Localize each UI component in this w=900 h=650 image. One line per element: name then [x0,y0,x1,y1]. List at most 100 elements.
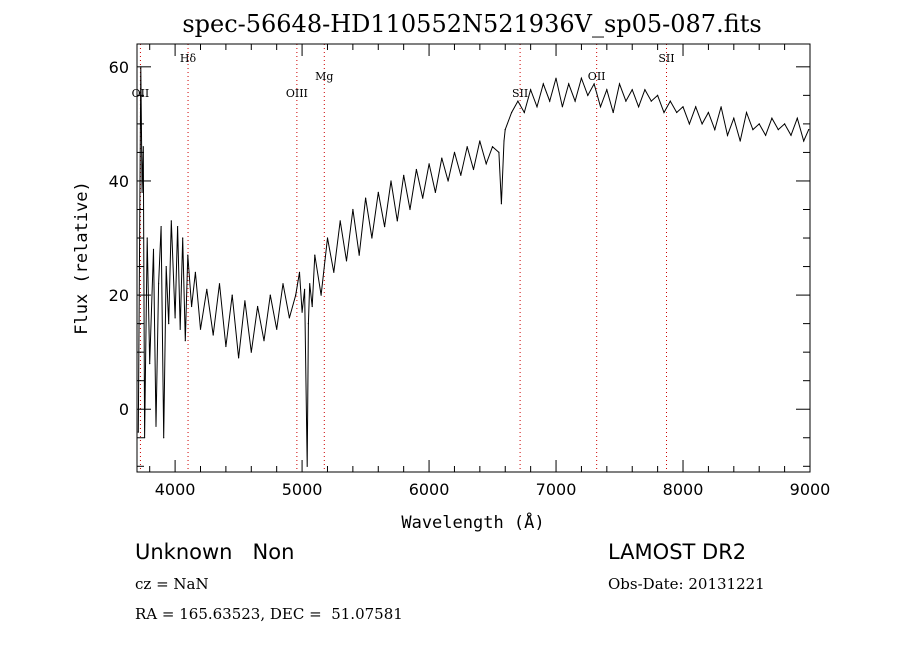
spectrum-point [304,288,306,290]
spectrum-point [758,123,760,125]
spectrum-point [631,89,633,91]
spectrum-point [345,260,348,262]
spectrum-point [311,305,313,308]
spectrum-point [536,106,538,108]
spectrum-point [625,100,627,102]
classification-text: Unknown Non [135,540,295,564]
spectrum-point [288,317,290,319]
spectrum-point [434,191,436,193]
spectrum-point [238,357,240,359]
spectrum-point [650,100,652,102]
x-tick-label: 7000 [536,480,577,499]
spectrum-point [301,311,303,313]
spectrum-point [298,271,301,273]
spectrum-point [453,151,456,153]
spectrum-point [771,117,773,119]
spectrum-point [485,163,487,165]
spectrum-point [365,197,367,199]
spectrum-point [530,89,532,91]
spectrum-point [333,271,335,273]
spectrum-point [663,111,665,114]
spectrum-point [250,351,252,353]
spectrum-point [163,437,165,439]
spectrum-point [606,89,608,91]
spectrum-point [396,220,398,222]
spectrum-point [225,345,227,348]
spectrum-point [282,283,284,285]
spectrum-point [263,340,265,342]
coordinates-text: RA = 165.63523, DEC = 51.07581 [135,605,403,623]
spectrum-point [739,140,741,142]
spectrum-point [269,294,271,296]
line-marker-label: Hδ [180,52,197,65]
spectrum-point [498,151,500,153]
spectrum-point [555,77,557,79]
spectrum-point [618,83,621,85]
x-tick-label: 5000 [282,480,323,499]
spectrum-point [808,129,810,131]
y-tick-label: 0 [119,400,129,419]
spectrum-point [377,191,379,193]
spectrum-point [784,123,786,125]
spectrum-point [542,83,544,85]
spectrum-point [244,300,246,302]
spectrum-point [447,180,449,182]
spectrum-point [390,180,392,182]
spectrum-point [184,340,186,342]
spectrum-point [142,146,144,148]
spectrum-point [409,208,411,211]
spectrum-point [612,111,614,114]
spectrum-point [326,237,329,239]
spectrum-point [307,323,309,325]
spectrum-point [657,94,659,96]
line-marker-label: Mg [315,70,333,83]
spectrum-point [777,129,779,131]
spectrum-point [218,283,221,285]
spectrum-point [441,157,443,159]
x-tick-label: 9000 [790,480,831,499]
spectrum-point [182,237,184,239]
spectrum-point [504,129,506,131]
spectrum-point [472,168,475,171]
y-axis-title: Flux (relative) [72,181,92,335]
spectrum-point [144,437,146,439]
spectrum-point [165,266,167,268]
spectrum-point [574,100,576,102]
spectrum-point [149,363,151,365]
spectrum-point [174,317,176,319]
spectrum-point [752,129,754,131]
spectrum-point [587,94,589,96]
y-tick-label: 20 [109,286,129,305]
x-axis-title: Wavelength (Å) [401,511,544,533]
spectrum-point [422,197,424,199]
x-tick-label: 4000 [155,480,196,499]
spectrum-point [701,123,703,125]
spectrum-point [187,254,189,256]
x-tick-label: 6000 [409,480,450,499]
spectrum-point [644,89,646,91]
spectrum-point [593,83,595,85]
spectrum-point [206,288,208,290]
spectrum-point [523,111,525,114]
spectrum-point [549,100,551,102]
spectrum-point [170,220,172,222]
spectrum-point [511,111,513,114]
spectrum-point [500,203,502,205]
spectrum-point [141,191,143,193]
spectrum-point [790,134,792,136]
spectrum-data [137,66,810,467]
spectrum-point [276,328,278,330]
spectrum-point [714,129,716,131]
redshift-text: cz = NaN [135,575,209,593]
spectrum-point [503,140,505,142]
spectrum-point [720,106,722,108]
spectrum-point [707,111,710,114]
spectrum-point [352,208,354,211]
spectrum-point [199,328,202,330]
spectrum-point [491,146,494,148]
spectrum-point [314,254,316,256]
spectrum-point [415,168,417,171]
x-tick-label: 8000 [663,480,704,499]
